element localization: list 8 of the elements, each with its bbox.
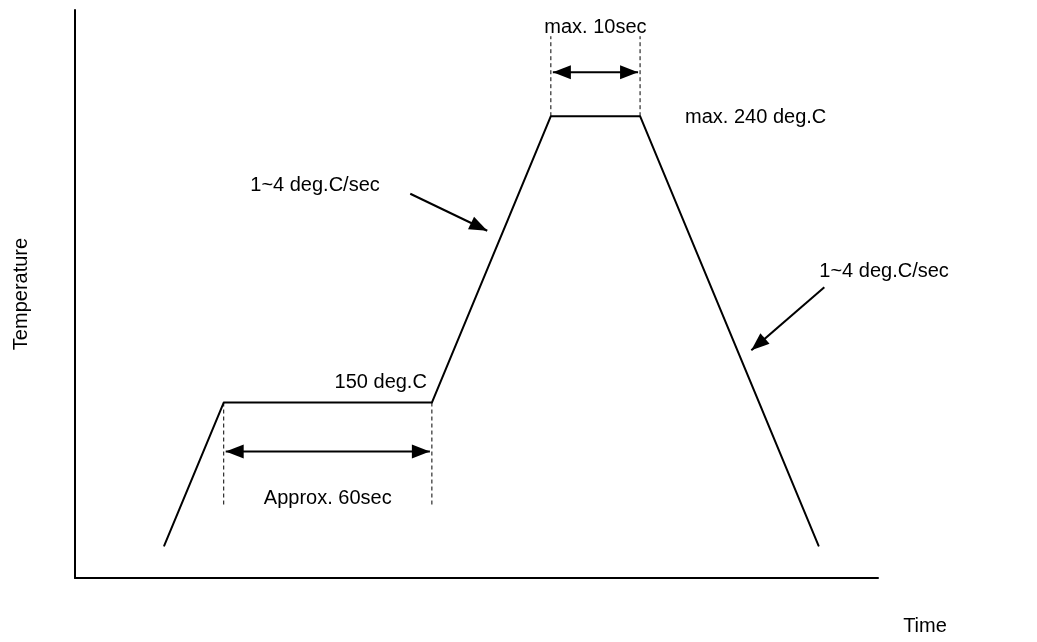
annotation: 150 deg.C [334, 369, 427, 392]
y-axis-title: Temperature [9, 237, 31, 351]
text: max. 10sec [544, 15, 647, 38]
annotation: 1~4 deg.C/sec [819, 259, 949, 282]
annotation: max. 240 deg.C [685, 105, 827, 128]
x-axis-title: Time [903, 614, 947, 636]
annotation: Approx. 60sec [263, 485, 392, 508]
annotation: 1~4 deg.C/sec [250, 172, 380, 195]
